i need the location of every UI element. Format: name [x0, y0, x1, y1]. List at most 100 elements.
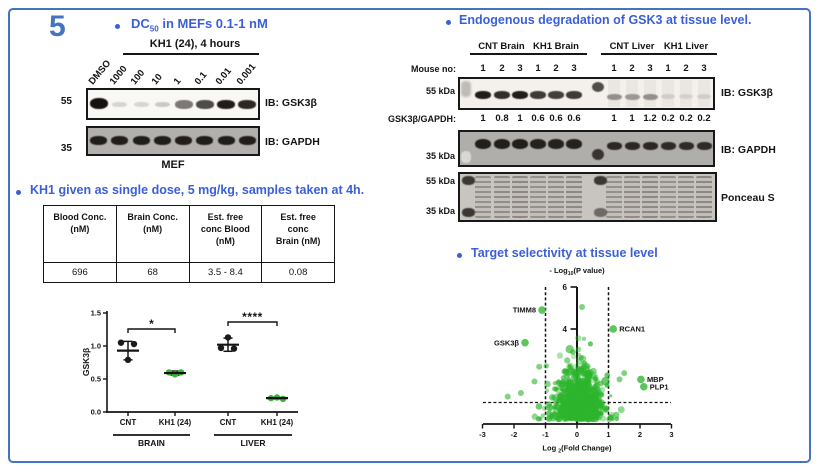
protein-band [89, 98, 108, 109]
protein-band [154, 102, 170, 107]
mef-gsk3b-blot [86, 88, 260, 120]
svg-text:KH1 (24): KH1 (24) [159, 418, 192, 427]
protein-band [512, 139, 528, 149]
data-point [217, 344, 225, 352]
protein-band [475, 139, 491, 149]
protein-band [475, 91, 491, 99]
ponceau-label: Ponceau S [721, 192, 775, 204]
protein-band [132, 136, 150, 145]
mef-lane-labels: DMSO 1000 100 10 1 0.1 0.01 0.001 [86, 54, 264, 87]
ponceau-lane [548, 176, 564, 218]
protein-band [196, 136, 214, 145]
ratio-value: 1 [611, 113, 617, 124]
ratio-value: 0.2 [661, 113, 675, 124]
title-subscript: 50 [149, 24, 159, 34]
tissue-panel-title: Endogenous degradation of GSK3 at tissue… [459, 13, 752, 27]
lane-shadow [608, 80, 620, 107]
volcano-plot: -3 -2 -1 0 1 2 3 6 4 - Log10(P value) Log 2(Fold C… [479, 266, 673, 455]
svg-text:3: 3 [669, 430, 673, 439]
mouse-number: 1 [611, 63, 617, 74]
data-point [124, 356, 132, 364]
protein-band [548, 139, 564, 149]
gene-point-RCAN1 [609, 325, 618, 333]
protein-band [606, 142, 622, 150]
lane-label: 10 [149, 71, 166, 87]
lane-label: 1 [171, 75, 184, 87]
gene-point-GSK3β [521, 338, 529, 347]
protein-band [111, 136, 129, 145]
svg-text:-2: -2 [511, 430, 518, 439]
pk-col-brain-conc: Brain Conc. (nM) [115, 205, 190, 263]
blot-group-label: CNT Brain [470, 41, 533, 55]
bullet-icon [16, 190, 21, 195]
protein-band [696, 142, 712, 150]
mouse-number: 3 [647, 63, 653, 74]
mouse-number: 3 [517, 63, 523, 74]
svg-text:1: 1 [606, 430, 610, 439]
protein-band [494, 139, 510, 149]
protein-band [624, 94, 640, 100]
ratio-value: 0.6 [567, 113, 581, 124]
tissue-gapdh-blot [458, 130, 715, 167]
cell-line-label: MEF [161, 159, 185, 171]
ladder-band [462, 176, 475, 185]
lane-label: 0.001 [234, 61, 259, 87]
lane-label: 0.1 [192, 69, 210, 87]
mw-55kda-ponceau: 55 kDa [425, 176, 455, 186]
protein-band [90, 136, 108, 145]
pk-value-row: 696 68 3.5 - 8.4 0.08 [43, 262, 335, 283]
mouse-number: 2 [683, 63, 689, 74]
pk-table: Blood Conc. (nM) Brain Conc. (nM) Est. f… [43, 205, 335, 283]
svg-text:GSK3β: GSK3β [494, 338, 519, 347]
data-point [130, 340, 138, 348]
lane-shadow [626, 80, 638, 107]
ratio-value: 1 [480, 113, 486, 124]
ratio-label: GSK3β/GAPDH: [387, 114, 456, 124]
protein-band [512, 91, 528, 99]
gene-point-MBP [637, 375, 645, 384]
tissue-gsk3b-blot [458, 77, 715, 110]
slide-border [8, 8, 811, 463]
svg-text:- Log10(P value): - Log10(P value) [549, 266, 605, 277]
volcano-cloud [504, 303, 628, 423]
protein-band [530, 91, 546, 99]
protein-band [153, 136, 171, 145]
ponceau-lane [642, 176, 658, 218]
mouse-number: 3 [701, 63, 707, 74]
tissue-ponceau-blot [458, 172, 717, 222]
pk-value-free-brain: 0.08 [261, 262, 335, 283]
protein-band [566, 91, 582, 99]
mw-35kda-gapdh: 35 kDa [425, 151, 455, 161]
svg-text:CNT: CNT [120, 418, 137, 427]
mouse-number: 1 [665, 63, 671, 74]
mef-panel-title: DC50 in MEFs 0.1-1 nM [131, 16, 268, 34]
pk-value-free-blood: 3.5 - 8.4 [188, 262, 263, 283]
protein-band [548, 91, 564, 99]
blot-group-label: KH1 Brain [525, 41, 587, 55]
ponceau-lane [512, 176, 528, 218]
ratio-value: 0.6 [531, 113, 545, 124]
protein-band [133, 102, 149, 107]
treatment-overline [123, 53, 259, 55]
ratio-value: 0.6 [549, 113, 563, 124]
protein-band [530, 139, 546, 149]
protein-band [660, 142, 676, 150]
mw-35kda-ponceau: 35 kDa [425, 206, 455, 216]
svg-text:BRAIN: BRAIN [138, 438, 165, 448]
ib-gsk3b-label: IB: GSK3β [265, 97, 317, 109]
mw-marker-55: 55 [60, 96, 72, 107]
svg-text:1.0: 1.0 [91, 342, 101, 351]
ratio-value: 0.8 [495, 113, 509, 124]
svg-text:TIMM8: TIMM8 [513, 306, 536, 315]
mouse-number: 2 [499, 63, 505, 74]
gene-point-TIMM8 [538, 306, 546, 314]
protein-band [624, 142, 640, 150]
ponceau-lane [660, 176, 676, 218]
protein-band [679, 94, 693, 99]
lane-shadow [680, 80, 692, 107]
mef-gapdh-blot [86, 126, 260, 156]
protein-band [112, 102, 128, 107]
svg-text:-3: -3 [479, 430, 486, 439]
volcano-panel-title: Target selectivity at tissue level [471, 246, 658, 260]
